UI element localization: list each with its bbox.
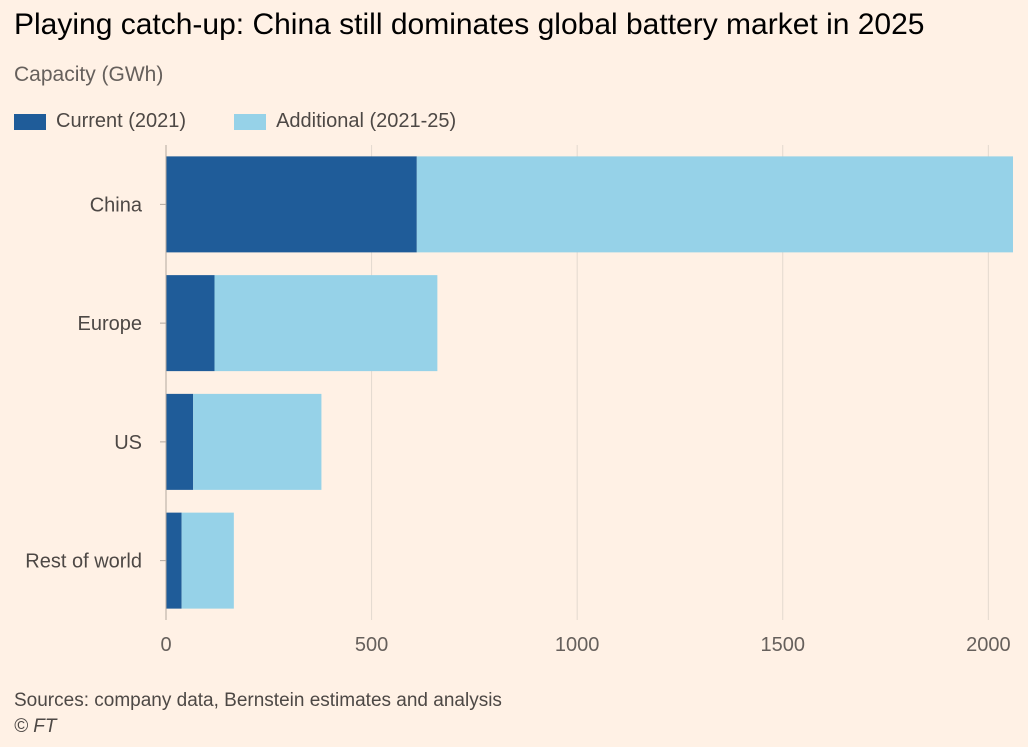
bar-europe-current — [166, 275, 215, 372]
bar-us-current — [166, 393, 194, 490]
y-tick-label-europe: Europe — [78, 313, 143, 335]
y-tick-label-rest-of-world: Rest of world — [25, 551, 142, 573]
bar-china-additional — [416, 156, 1013, 253]
bar-europe-additional — [214, 275, 438, 372]
bar-rest-of-world-current — [166, 512, 182, 609]
bar-rest-of-world-additional — [181, 512, 234, 609]
legend-swatch-current — [14, 113, 46, 130]
legend-label-additional: Additional (2021-25) — [276, 110, 457, 132]
chart-subtitle: Capacity (GWh) — [14, 63, 164, 86]
x-tick-label-0: 0 — [160, 634, 171, 656]
source-note: Sources: company data, Bernstein estimat… — [14, 690, 502, 711]
y-tick-label-china: China — [90, 194, 143, 216]
x-tick-label-2: 1000 — [555, 634, 600, 656]
axis: 0 500 1000 1500 2000 China Europe US Rest of wor… — [25, 145, 1011, 656]
x-tick-label-1: 500 — [355, 634, 388, 656]
legend: Current (2021) Additional (2021-25) — [14, 110, 504, 133]
chart-title: Playing catch-up: China still dominates … — [14, 8, 925, 41]
bars — [166, 156, 1013, 609]
legend-item-current: Current (2021) — [14, 110, 186, 133]
legend-label-current: Current (2021) — [56, 110, 187, 132]
legend-item-additional: Additional (2021-25) — [234, 110, 456, 133]
x-tick-label-4: 2000 — [966, 634, 1011, 656]
bar-us-additional — [193, 393, 322, 490]
legend-swatch-additional — [234, 113, 267, 130]
y-tick-label-us: US — [114, 432, 142, 454]
copyright: © FT — [14, 716, 57, 737]
x-tick-label-3: 1500 — [760, 634, 805, 656]
bar-china-current — [166, 156, 417, 253]
